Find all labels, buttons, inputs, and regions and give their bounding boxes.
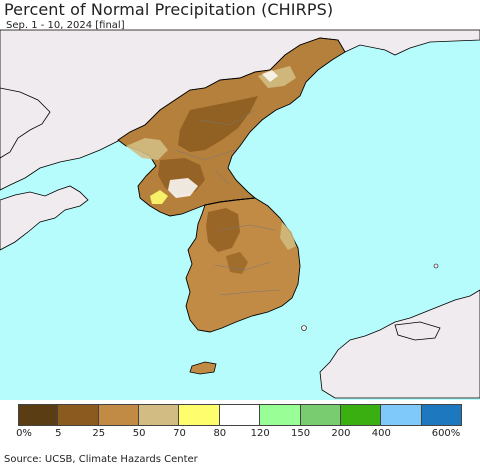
legend-swatch xyxy=(98,404,140,426)
admin-borders xyxy=(174,109,281,296)
small-island xyxy=(301,325,307,331)
jeju-island xyxy=(189,361,217,375)
source-credit: Source: UCSB, Climate Hazards Center xyxy=(4,454,198,465)
legend-tick-label: 5 xyxy=(55,428,62,439)
shandong-peninsula xyxy=(0,185,89,251)
legend-labels: 0% 5 25 50 70 80 120 150 200 400 600% xyxy=(0,428,480,442)
legend-swatch xyxy=(421,404,462,426)
dmz-border xyxy=(204,197,256,206)
legend-swatch xyxy=(179,404,220,426)
liaodong-peninsula xyxy=(0,87,51,159)
legend-swatch xyxy=(139,404,180,426)
japan-island xyxy=(394,321,441,341)
sk-east-pale xyxy=(280,222,296,250)
legend-swatch xyxy=(18,404,59,426)
legend-tick-label: 0% xyxy=(16,428,32,439)
map-subtitle: Sep. 1 - 10, 2024 [final] xyxy=(6,20,125,31)
nk-ne-white xyxy=(262,70,278,82)
map-title: Percent of Normal Precipitation (CHIRPS) xyxy=(4,0,334,19)
legend-tick-label: 400 xyxy=(371,428,391,439)
small-island xyxy=(433,263,439,269)
legend-tick-label: 120 xyxy=(250,428,270,439)
nk-yellow-patch xyxy=(150,190,168,204)
legend-swatch xyxy=(300,404,341,426)
legend-tick-label: 80 xyxy=(213,428,227,439)
legend-tick-label: 70 xyxy=(173,428,186,439)
precipitation-map xyxy=(0,29,480,400)
legend-swatch xyxy=(58,404,99,426)
legend-tick-label: 600% xyxy=(431,428,461,439)
legend-swatch xyxy=(260,404,301,426)
nk-dry-core xyxy=(178,96,258,152)
nk-ne-pale xyxy=(258,66,296,88)
sk-dry-west xyxy=(206,208,240,252)
sk-dry-center xyxy=(226,252,248,274)
legend-color-bar xyxy=(18,404,462,426)
legend-swatch xyxy=(340,404,382,426)
legend-tick-label: 150 xyxy=(290,428,311,439)
legend-tick-label: 200 xyxy=(331,428,351,439)
legend-tick-label: 25 xyxy=(92,428,106,439)
nk-pale-patch xyxy=(126,138,168,160)
legend-swatch xyxy=(219,404,261,426)
legend-tick-label: 50 xyxy=(132,428,146,439)
legend-swatch xyxy=(381,404,422,426)
nk-white-patch xyxy=(168,178,198,198)
japan xyxy=(319,289,480,399)
